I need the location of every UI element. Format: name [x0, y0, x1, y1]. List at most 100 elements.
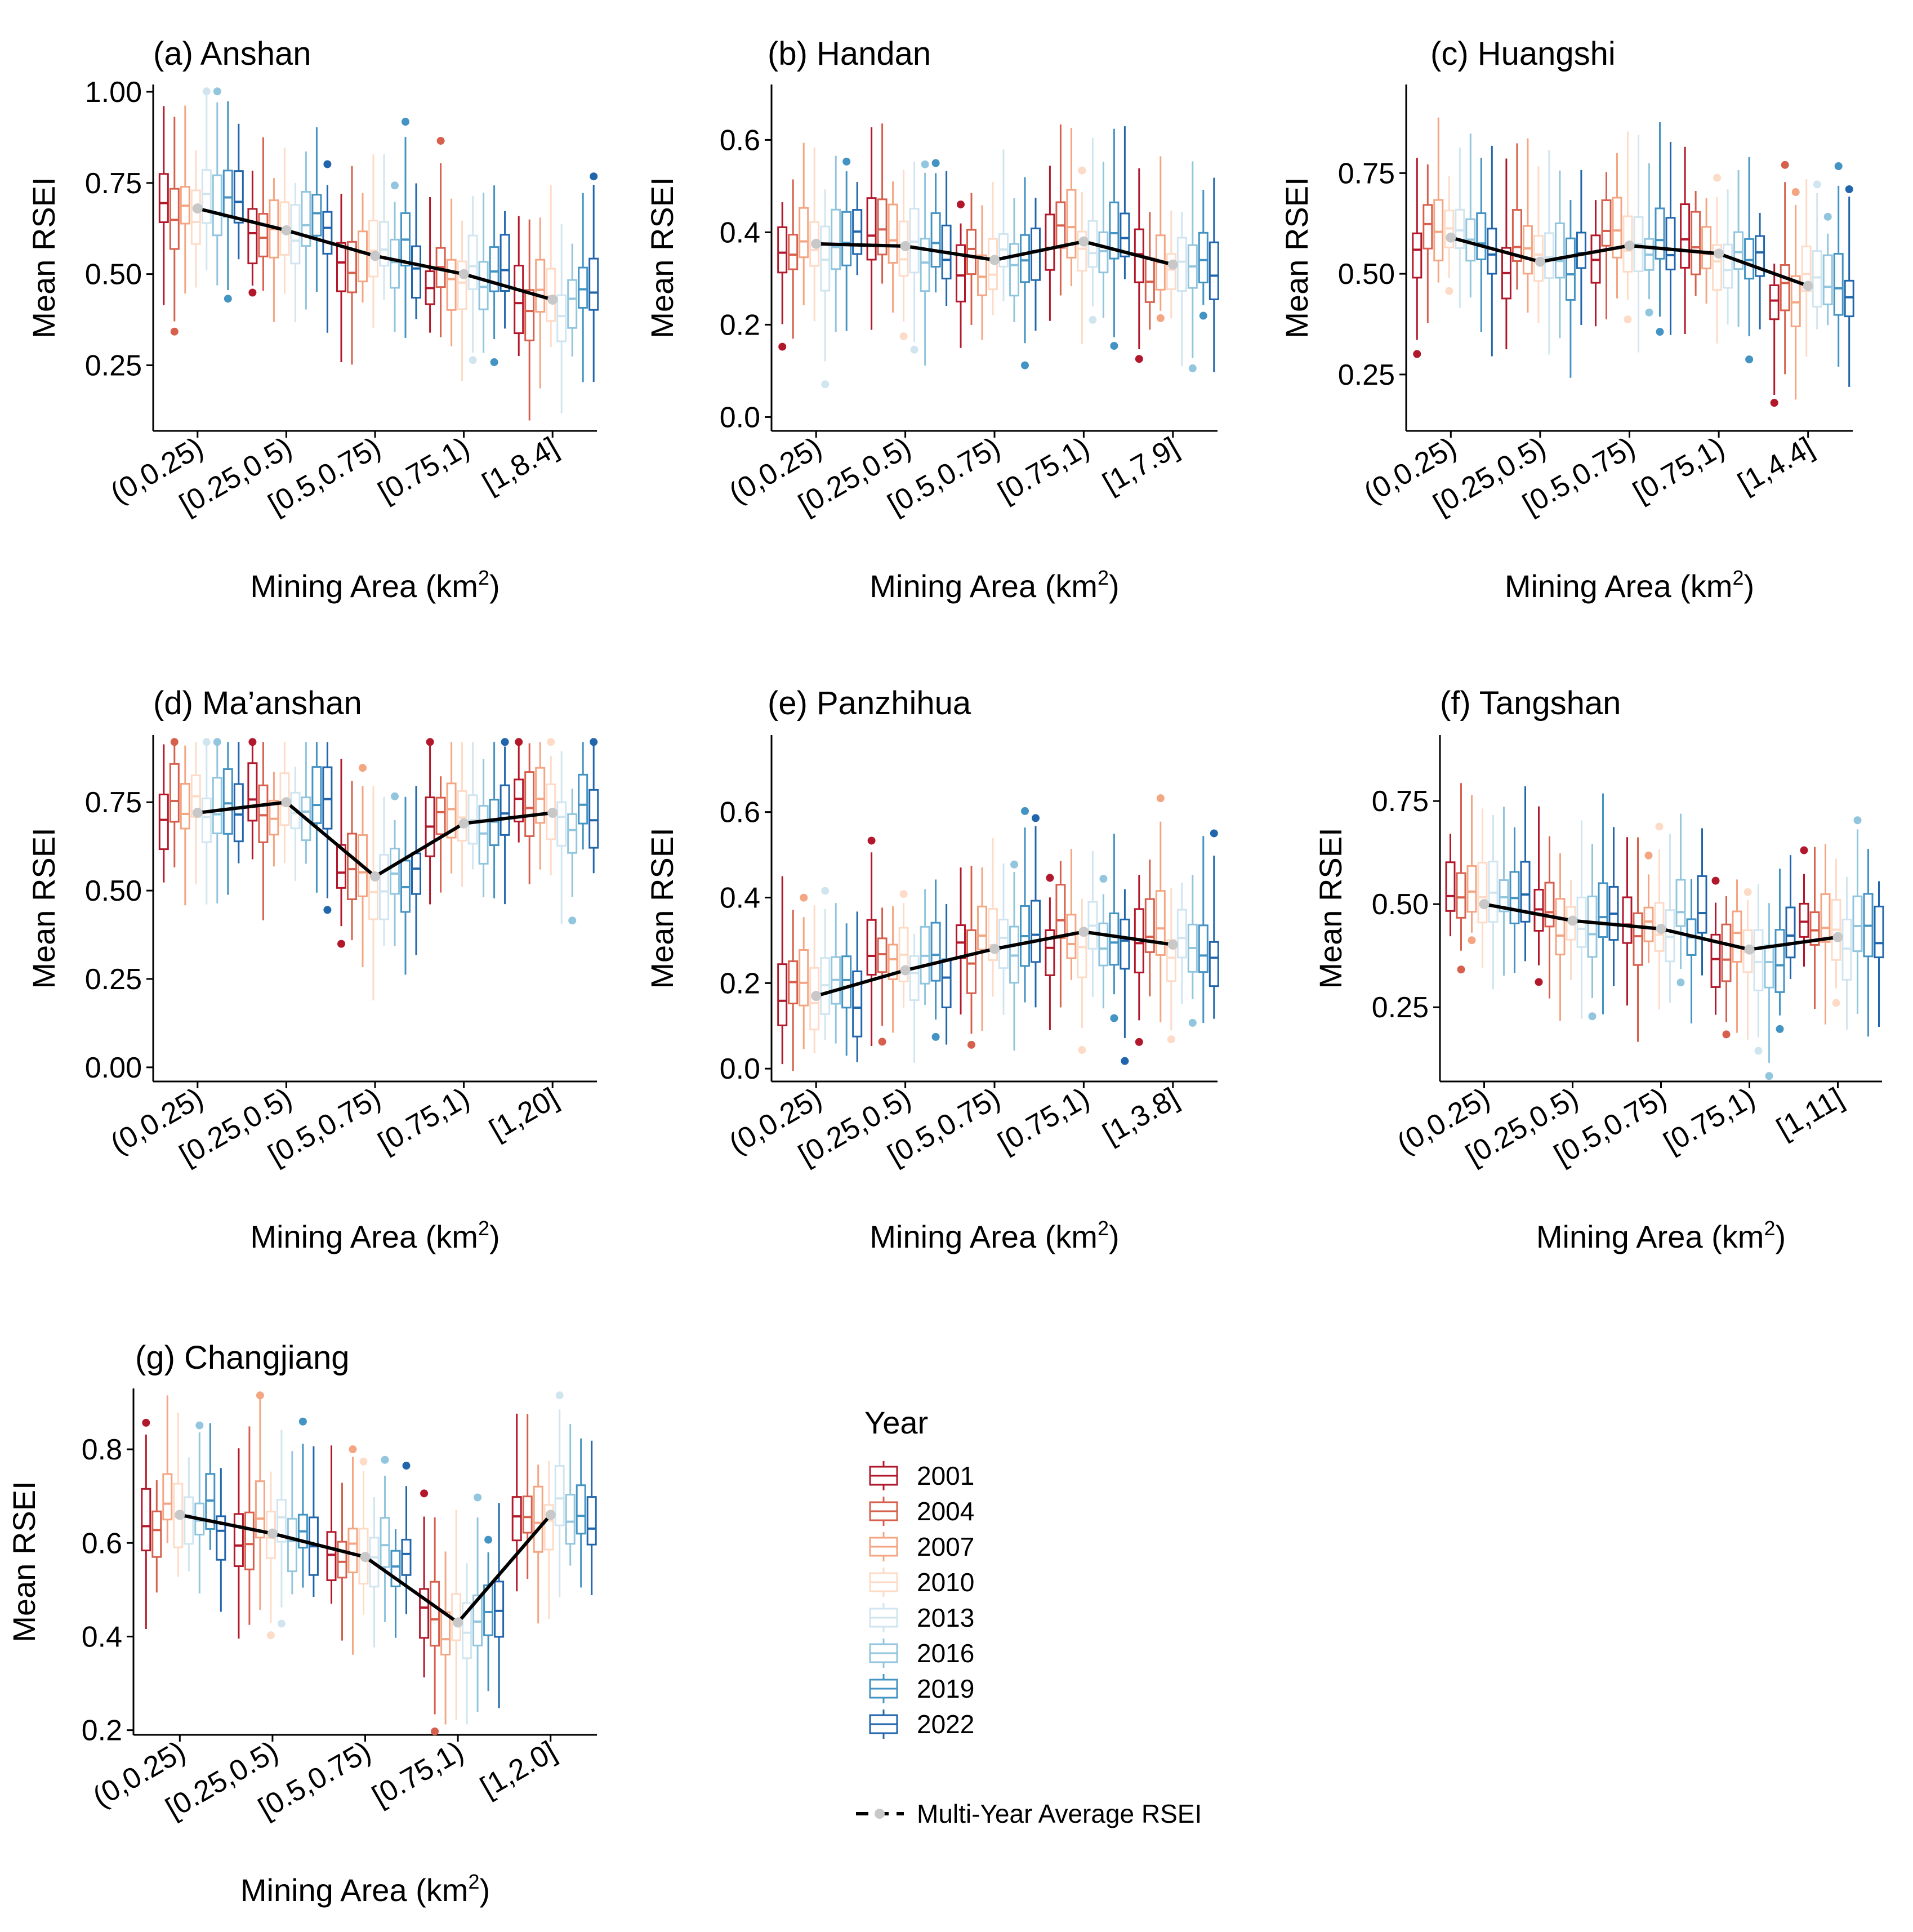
- box-outlier: [1800, 846, 1808, 854]
- legend-item-2016: 2016: [869, 1639, 974, 1668]
- box-body: [567, 813, 578, 854]
- x-axis-label-sup: 2: [478, 566, 489, 589]
- box-body: [567, 279, 578, 329]
- avg-point: [453, 1617, 463, 1628]
- box-body: [1166, 253, 1176, 290]
- box-body: [347, 833, 357, 901]
- box-body: [909, 955, 920, 1001]
- legend-item-label: 2013: [917, 1603, 974, 1632]
- box-body: [1098, 922, 1109, 967]
- box-body: [998, 919, 1009, 969]
- panel-title: (e) Panzhihua: [768, 685, 971, 722]
- y-tick-label: 0.25: [85, 963, 142, 996]
- box-body: [326, 1531, 337, 1582]
- box-body: [1198, 924, 1209, 973]
- box-body: [258, 213, 269, 257]
- box-body: [1598, 882, 1608, 938]
- avg-point: [811, 991, 822, 1001]
- legend-item-label: 2010: [917, 1568, 974, 1597]
- box-body: [877, 198, 888, 256]
- box-body: [866, 197, 877, 261]
- legend-item-2004: 2004: [869, 1497, 974, 1526]
- box-outlier: [1210, 829, 1218, 838]
- box-body: [1665, 909, 1675, 963]
- box-body: [269, 799, 279, 836]
- x-axis-label-text: Mining Area (km: [250, 568, 478, 604]
- box-body: [977, 254, 987, 296]
- box-outlier: [590, 172, 598, 181]
- box-body: [1423, 204, 1433, 250]
- box-body: [1077, 230, 1087, 272]
- legend-item-label: 2022: [917, 1710, 974, 1739]
- y-tick-label: 0.25: [1372, 991, 1429, 1024]
- box-body: [1499, 879, 1509, 912]
- box-outlier: [515, 738, 523, 746]
- box-body: [1697, 875, 1707, 934]
- box-outlier: [1676, 978, 1685, 987]
- avg-point: [989, 943, 1000, 954]
- box-body: [1466, 865, 1477, 913]
- legend-item-2022: 2022: [869, 1710, 974, 1739]
- panel-title: (d) Ma’anshan: [153, 685, 362, 722]
- y-tick-label: 0.2: [720, 967, 760, 1000]
- box-body: [440, 1611, 451, 1656]
- box-outlier: [1770, 399, 1778, 407]
- box-outlier: [1032, 814, 1040, 822]
- avg-point: [1624, 241, 1635, 251]
- box-body: [1852, 895, 1863, 952]
- box-body: [888, 943, 898, 980]
- box-body: [1455, 208, 1465, 249]
- y-tick-label: 0.75: [85, 786, 142, 819]
- box-body: [565, 1494, 576, 1545]
- box-outlier: [402, 1462, 411, 1470]
- box-body: [435, 796, 446, 835]
- box-body: [1144, 898, 1155, 953]
- box-body: [799, 949, 809, 1007]
- box-body: [1511, 209, 1522, 262]
- box-body: [446, 259, 457, 311]
- box-outlier: [1099, 875, 1108, 883]
- box-body: [1120, 212, 1130, 257]
- box-outlier: [590, 738, 598, 746]
- box-outlier: [170, 738, 179, 746]
- box-body: [258, 784, 269, 843]
- box-outlier: [1156, 314, 1165, 322]
- box-outlier: [298, 1417, 307, 1426]
- box-outlier: [266, 1631, 275, 1640]
- box-body: [1643, 906, 1654, 942]
- box-body: [233, 170, 244, 224]
- box-outlier: [1110, 1014, 1118, 1022]
- box-body: [380, 1517, 390, 1568]
- box-body: [1665, 217, 1676, 270]
- avg-point: [175, 1510, 185, 1520]
- box-body: [337, 1541, 347, 1579]
- box-body: [494, 1581, 505, 1638]
- y-tick-label: 0.6: [82, 1527, 122, 1560]
- box-body: [1412, 232, 1423, 279]
- y-tick-label: 0.4: [720, 882, 760, 915]
- avg-point: [1744, 944, 1755, 955]
- x-axis-label-close: ): [479, 1872, 490, 1908]
- box-outlier: [1089, 315, 1097, 324]
- avg-point: [1832, 932, 1843, 942]
- box-body: [1701, 226, 1712, 270]
- box-body: [930, 212, 941, 268]
- box-body: [457, 790, 467, 842]
- avg-point: [545, 1510, 556, 1520]
- box-body: [1612, 197, 1622, 259]
- box-body: [222, 170, 233, 218]
- avg-point: [547, 808, 558, 818]
- box-outlier: [957, 200, 965, 208]
- box-body: [184, 1496, 194, 1545]
- box-body: [533, 1485, 543, 1553]
- box-body: [1712, 244, 1723, 291]
- box-body: [1155, 890, 1166, 956]
- box-body: [546, 268, 556, 322]
- y-axis-label: Mean RSEI: [6, 1481, 42, 1642]
- legend-item-label: 2019: [917, 1674, 974, 1703]
- avg-point: [370, 871, 380, 882]
